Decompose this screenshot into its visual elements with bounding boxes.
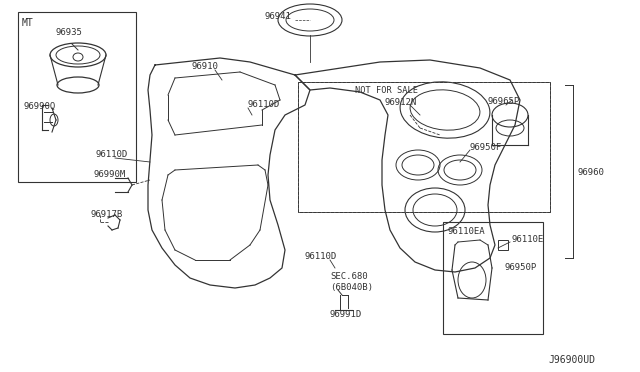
Text: 96965P: 96965P bbox=[488, 97, 520, 106]
Text: 96990M: 96990M bbox=[93, 170, 125, 179]
Text: 96950P: 96950P bbox=[505, 263, 537, 272]
Bar bbox=[498, 240, 508, 250]
Text: MT: MT bbox=[22, 18, 34, 28]
Text: (6B040B): (6B040B) bbox=[330, 283, 373, 292]
Text: 96110D: 96110D bbox=[305, 252, 337, 261]
Text: 96110E: 96110E bbox=[512, 235, 544, 244]
Text: 96990Q: 96990Q bbox=[23, 102, 55, 111]
Text: NOT FOR SALE: NOT FOR SALE bbox=[355, 86, 418, 95]
Text: 96960: 96960 bbox=[578, 168, 605, 177]
Text: 96110D: 96110D bbox=[248, 100, 280, 109]
Text: 96991D: 96991D bbox=[330, 310, 362, 319]
Bar bbox=[443, 222, 543, 334]
Text: 96941: 96941 bbox=[265, 12, 292, 21]
Text: 96935: 96935 bbox=[55, 28, 82, 37]
Bar bbox=[18, 12, 136, 182]
Text: 96910: 96910 bbox=[192, 62, 219, 71]
Text: 96110EA: 96110EA bbox=[448, 227, 486, 236]
Text: 96950F: 96950F bbox=[470, 143, 502, 152]
Text: 96912N: 96912N bbox=[385, 98, 417, 107]
Text: J96900UD: J96900UD bbox=[548, 355, 595, 365]
Text: SEC.680: SEC.680 bbox=[330, 272, 367, 281]
Text: 96110D: 96110D bbox=[95, 150, 127, 159]
Text: 96917B: 96917B bbox=[90, 210, 122, 219]
Bar bbox=[298, 82, 550, 212]
